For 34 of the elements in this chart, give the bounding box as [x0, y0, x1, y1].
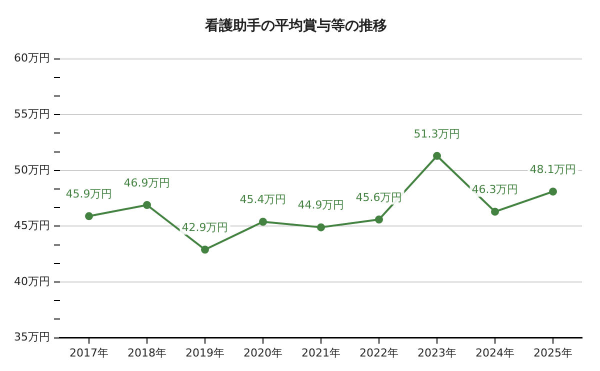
y-tick-label: 35万円	[14, 330, 50, 344]
chart-title: 看護助手の平均賞与等の推移	[204, 17, 387, 34]
data-label: 45.4万円	[240, 193, 286, 206]
point	[143, 200, 151, 209]
point	[259, 218, 267, 226]
data-label: 42.9万円	[182, 220, 228, 234]
data-label: 46.3万円	[472, 183, 518, 196]
x-tick-label: 2019年	[186, 346, 224, 360]
x-tick-label: 2022年	[360, 346, 398, 360]
point	[375, 216, 383, 224]
x-tick-label: 2017年	[69, 346, 108, 360]
data-label: 46.9万円	[124, 176, 170, 190]
point	[491, 208, 499, 216]
data-label: 48.1万円	[530, 162, 576, 176]
data-label: 44.9万円	[298, 198, 344, 212]
point	[317, 223, 325, 232]
x-tick-label: 2025年	[534, 346, 572, 360]
y-tick-label: 50万円	[14, 163, 50, 176]
data-label: 45.6万円	[356, 190, 402, 204]
point	[201, 246, 209, 254]
point	[84, 212, 93, 220]
x-tick-label: 2024年	[476, 346, 514, 360]
y-tick-label: 40万円	[14, 274, 50, 288]
y-tick-label: 60万円	[14, 52, 50, 65]
x-tick-label: 2021年	[302, 346, 340, 360]
data-label: 45.9万円	[66, 188, 112, 201]
data-label: 51.3万円	[414, 127, 460, 140]
x-tick-label: 2018年	[128, 346, 166, 360]
x-tick-label: 2023年	[418, 346, 456, 360]
y-tick-label: 45万円	[14, 219, 50, 232]
y-tick-label: 55万円	[14, 107, 50, 120]
point	[549, 188, 557, 196]
x-tick-label: 2020年	[244, 346, 282, 360]
point	[433, 152, 441, 160]
